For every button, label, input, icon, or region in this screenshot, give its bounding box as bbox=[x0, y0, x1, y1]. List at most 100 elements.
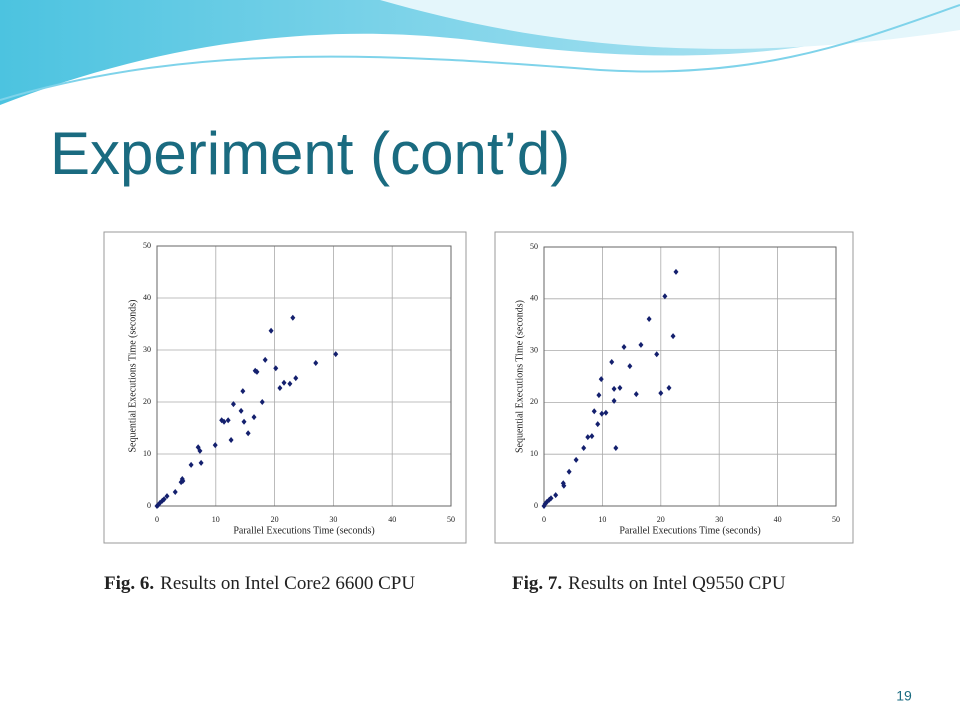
data-point bbox=[633, 391, 639, 398]
data-point bbox=[212, 442, 218, 449]
data-point bbox=[225, 417, 231, 424]
data-point bbox=[333, 351, 339, 358]
data-point bbox=[603, 409, 609, 416]
x-tick-label: 20 bbox=[271, 515, 279, 524]
data-point bbox=[241, 418, 247, 425]
data-point bbox=[228, 436, 234, 443]
header-wave-light bbox=[380, 0, 960, 49]
data-point bbox=[673, 268, 679, 275]
data-point bbox=[617, 384, 623, 391]
x-axis-label: Parallel Executions Time (seconds) bbox=[233, 525, 374, 536]
x-tick-label: 0 bbox=[155, 515, 159, 524]
data-point bbox=[197, 447, 203, 454]
y-tick-label: 20 bbox=[530, 397, 538, 406]
x-tick-label: 50 bbox=[447, 515, 455, 524]
data-point bbox=[293, 375, 299, 382]
data-point bbox=[599, 410, 605, 417]
data-point bbox=[252, 367, 258, 374]
data-point bbox=[662, 293, 668, 300]
data-point bbox=[198, 459, 204, 466]
data-point bbox=[287, 380, 293, 387]
data-point bbox=[589, 433, 595, 440]
data-point bbox=[259, 399, 265, 405]
x-tick-label: 40 bbox=[388, 515, 396, 524]
plot-border bbox=[543, 246, 837, 507]
y-tick-label: 0 bbox=[534, 501, 538, 510]
x-axis-label: Parallel Executions Time (seconds) bbox=[619, 525, 760, 536]
y-tick-label: 30 bbox=[530, 345, 538, 354]
data-point bbox=[172, 488, 178, 495]
page-number: 19 bbox=[896, 688, 912, 704]
data-point bbox=[666, 384, 672, 391]
data-point bbox=[670, 333, 676, 340]
data-point bbox=[188, 461, 194, 468]
caption: Fig. 6. Results on Intel Core2 6600 CPU bbox=[104, 573, 415, 594]
data-point bbox=[548, 495, 554, 502]
data-point bbox=[613, 444, 619, 451]
slide-title: Experiment (cont’d) bbox=[50, 120, 570, 187]
y-tick-label: 40 bbox=[530, 294, 538, 303]
data-point bbox=[611, 397, 617, 404]
data-point bbox=[591, 408, 597, 415]
x-tick-label: 0 bbox=[542, 515, 546, 524]
data-point bbox=[646, 316, 652, 323]
header-line bbox=[0, 4, 960, 101]
data-point bbox=[254, 368, 260, 375]
y-tick-label: 50 bbox=[530, 242, 538, 251]
x-tick-label: 20 bbox=[657, 515, 665, 524]
data-point bbox=[240, 388, 246, 395]
data-point bbox=[585, 434, 591, 441]
data-point bbox=[553, 492, 559, 499]
data-point bbox=[262, 356, 268, 363]
data-point bbox=[581, 444, 587, 451]
data-point bbox=[598, 376, 604, 383]
chart-frame bbox=[494, 231, 854, 544]
x-tick-label: 30 bbox=[715, 515, 723, 524]
data-point bbox=[230, 401, 236, 408]
data-point bbox=[596, 392, 602, 399]
data-point bbox=[573, 456, 579, 463]
data-point bbox=[277, 384, 283, 391]
x-tick-label: 40 bbox=[774, 515, 782, 524]
data-point bbox=[251, 414, 257, 421]
y-axis-label: Sequential Executions Time (seconds) bbox=[514, 300, 525, 453]
x-tick-label: 50 bbox=[832, 515, 840, 524]
caption-text: Results on Intel Core2 6600 CPU bbox=[160, 573, 415, 594]
x-tick-label: 10 bbox=[598, 515, 606, 524]
data-point bbox=[290, 314, 296, 321]
data-point bbox=[658, 390, 664, 397]
data-point bbox=[273, 365, 279, 372]
x-tick-label: 30 bbox=[329, 515, 337, 524]
y-tick-label: 30 bbox=[143, 345, 151, 354]
caption-text: Results on Intel Q9550 CPU bbox=[568, 573, 786, 594]
y-tick-label: 40 bbox=[143, 293, 151, 302]
data-point bbox=[621, 343, 627, 350]
data-point bbox=[595, 421, 601, 428]
data-point bbox=[611, 385, 617, 392]
data-point bbox=[238, 407, 244, 414]
data-point bbox=[281, 379, 287, 386]
data-point bbox=[566, 468, 572, 475]
data-point bbox=[313, 360, 319, 366]
x-tick-label: 10 bbox=[212, 515, 220, 524]
data-point bbox=[268, 327, 274, 334]
data-point bbox=[627, 363, 633, 370]
data-point bbox=[609, 358, 615, 365]
data-point bbox=[561, 482, 567, 489]
data-point bbox=[654, 351, 660, 358]
y-tick-label: 0 bbox=[147, 501, 151, 510]
caption: Fig. 7. Results on Intel Q9550 CPU bbox=[512, 573, 786, 594]
y-tick-label: 50 bbox=[143, 241, 151, 250]
caption-label: Fig. 6. bbox=[104, 573, 154, 594]
data-point bbox=[245, 430, 251, 437]
y-axis-label: Sequential Executions Time (seconds) bbox=[127, 299, 138, 452]
data-point bbox=[180, 478, 186, 485]
data-point bbox=[161, 496, 167, 503]
y-tick-label: 20 bbox=[143, 397, 151, 406]
data-point bbox=[164, 493, 170, 500]
data-point bbox=[221, 418, 227, 425]
y-tick-label: 10 bbox=[143, 449, 151, 458]
data-point bbox=[638, 341, 644, 348]
plot-border bbox=[156, 245, 452, 507]
